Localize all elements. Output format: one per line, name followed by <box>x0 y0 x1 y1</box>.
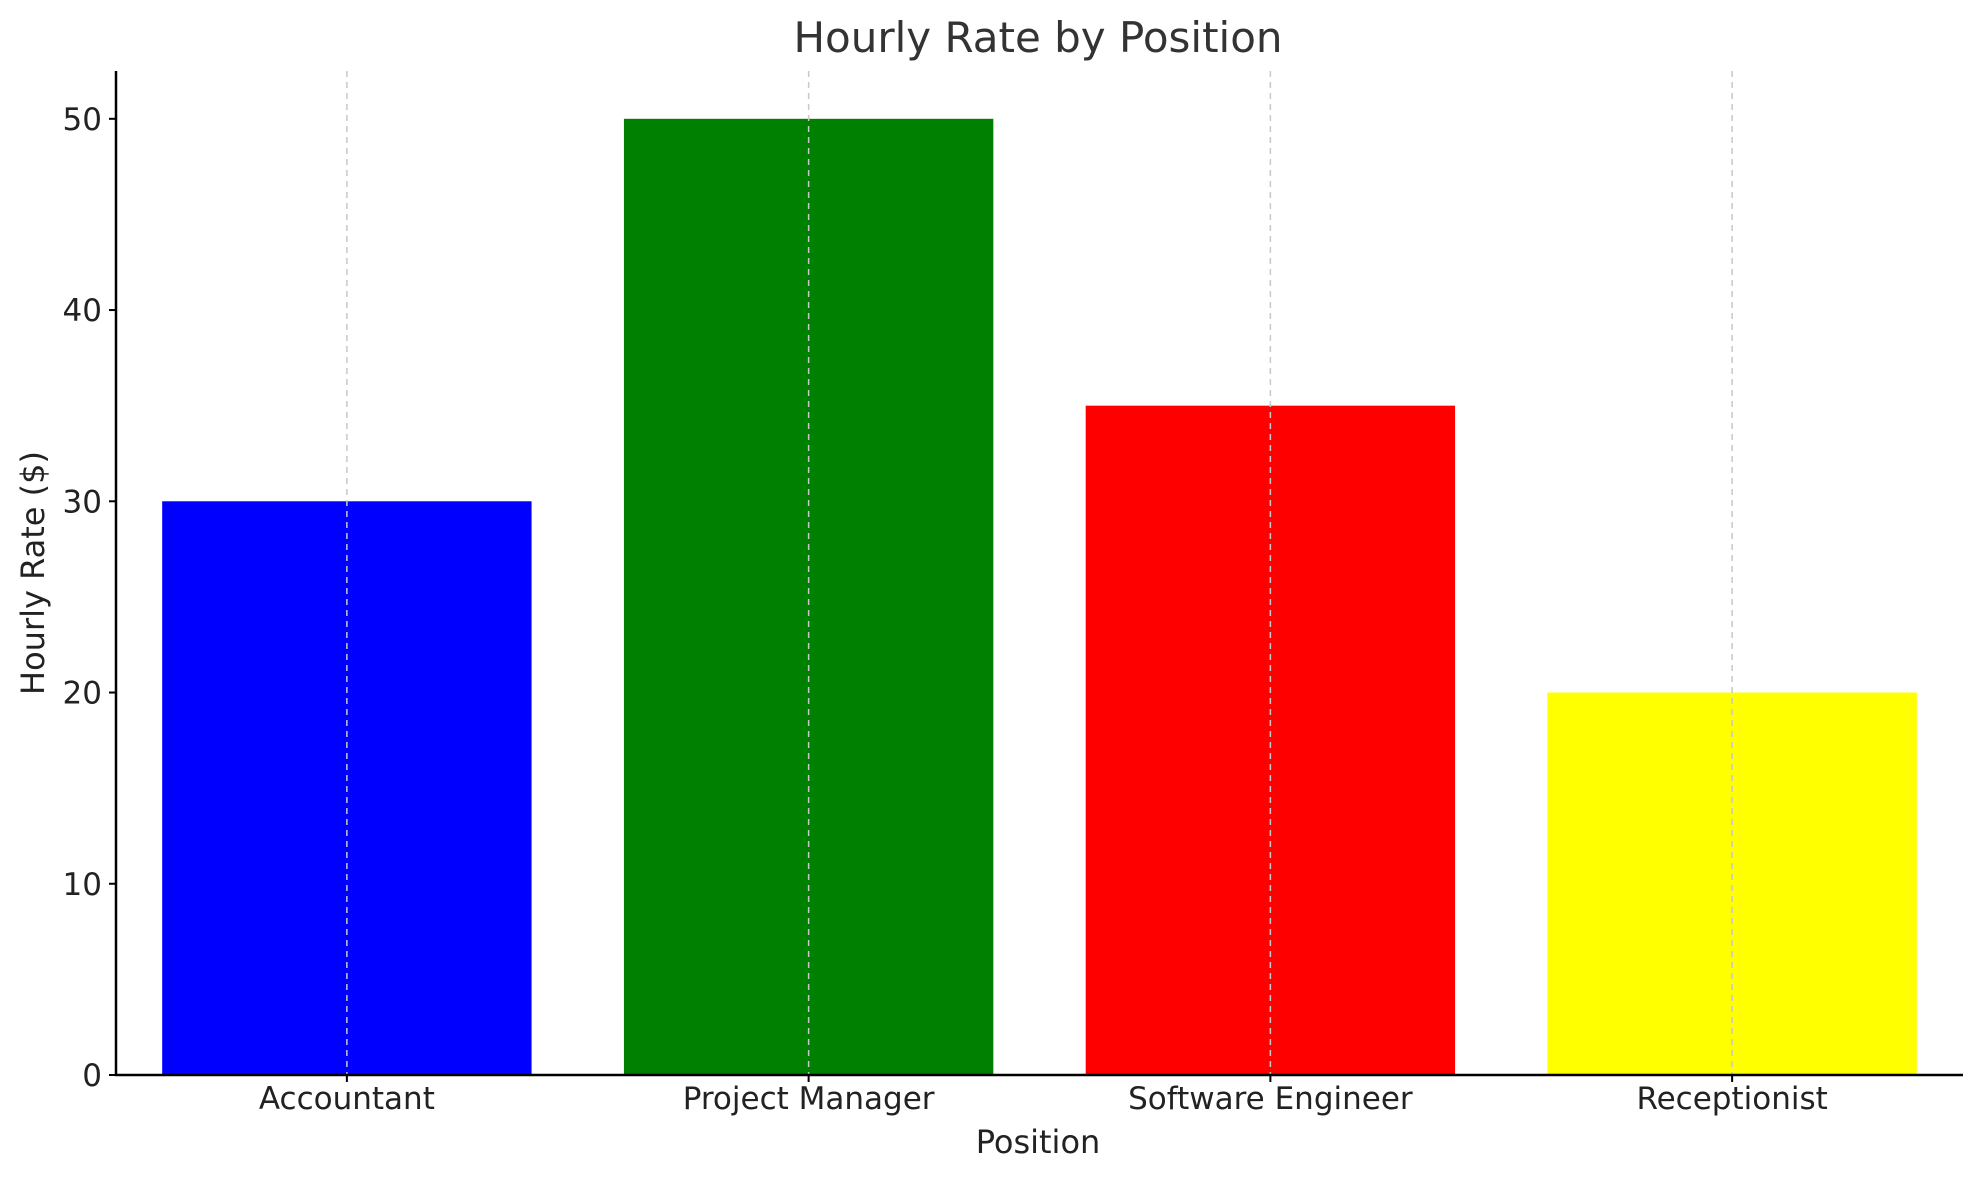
x-tick-label: Software Engineer <box>1128 1081 1413 1117</box>
chart-title: Hourly Rate by Position <box>793 13 1282 62</box>
y-tick-label: 30 <box>63 484 102 520</box>
x-tick-label: Receptionist <box>1636 1081 1827 1117</box>
x-axis-label: Position <box>976 1123 1101 1161</box>
gridlines-overlay <box>346 71 1733 1075</box>
bars <box>162 118 1917 1076</box>
x-axis-ticks: Accountant Project Manager Software Engine… <box>259 1075 1828 1117</box>
y-tick-label: 40 <box>63 293 102 329</box>
x-tick-label: Project Manager <box>683 1081 935 1117</box>
y-axis-ticks: 0 10 20 30 40 50 <box>63 102 116 1094</box>
y-tick-label: 0 <box>82 1058 102 1094</box>
x-tick-label: Accountant <box>259 1081 435 1117</box>
y-tick-label: 10 <box>63 867 102 903</box>
y-tick-label: 50 <box>63 102 102 138</box>
bar-project-manager <box>623 118 994 1076</box>
y-axis-label: Hourly Rate ($) <box>14 451 52 695</box>
y-tick-label: 20 <box>63 676 102 712</box>
